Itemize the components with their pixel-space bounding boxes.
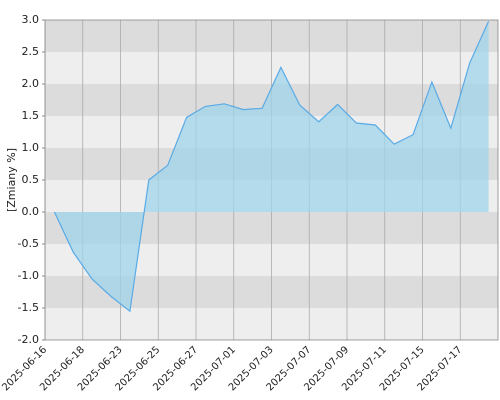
y-tick-label: 1.5 [22, 109, 40, 122]
y-tick-label: 2.5 [22, 45, 40, 58]
y-tick-label: -1.0 [18, 269, 39, 282]
y-tick-label: -2.0 [18, 333, 39, 346]
line [53, 21, 490, 313]
y-tick-label: -1.5 [18, 301, 39, 314]
y-tick-label: 2.0 [22, 77, 40, 90]
y-axis-label: [Zmiany %] [5, 148, 18, 212]
y-tick-label: 0.5 [22, 173, 40, 186]
y-tick-label: 3.0 [22, 13, 40, 26]
y-tick-label: -0.5 [18, 237, 39, 250]
y-tick-label: 1.0 [22, 141, 40, 154]
area-fill [54, 21, 489, 312]
plot-border [44, 19, 499, 341]
y-tick-label: 0.0 [22, 205, 40, 218]
